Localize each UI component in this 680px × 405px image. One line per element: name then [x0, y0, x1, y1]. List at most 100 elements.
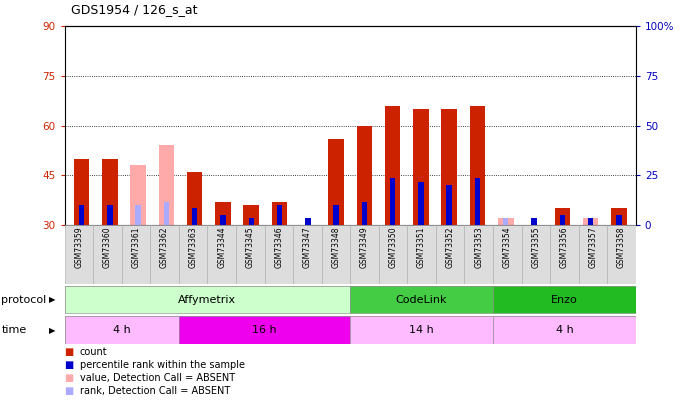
Text: GSM73358: GSM73358 — [617, 226, 626, 268]
Bar — [493, 225, 522, 283]
Bar — [350, 316, 493, 344]
Text: ■: ■ — [65, 373, 74, 383]
Bar — [588, 218, 593, 225]
Bar — [265, 225, 293, 283]
Text: GSM73350: GSM73350 — [388, 226, 398, 268]
Text: ■: ■ — [65, 360, 74, 370]
Bar — [150, 225, 179, 283]
Bar — [102, 159, 118, 225]
Bar — [220, 215, 226, 225]
Text: count: count — [80, 347, 107, 357]
Text: Enzo: Enzo — [551, 295, 578, 305]
Bar — [187, 172, 203, 225]
Text: GSM73349: GSM73349 — [360, 226, 369, 268]
Bar — [248, 218, 254, 225]
Text: 16 h: 16 h — [252, 325, 277, 335]
Text: GSM73355: GSM73355 — [531, 226, 541, 268]
Text: 4 h: 4 h — [113, 325, 131, 335]
Text: ■: ■ — [65, 386, 74, 396]
Text: percentile rank within the sample: percentile rank within the sample — [80, 360, 245, 370]
Text: GSM73345: GSM73345 — [245, 226, 255, 268]
Bar — [179, 316, 350, 344]
Bar — [503, 218, 509, 225]
Bar — [531, 218, 537, 225]
Bar — [350, 286, 493, 313]
Bar — [305, 218, 311, 225]
Text: ■: ■ — [65, 347, 74, 357]
Text: rank, Detection Call = ABSENT: rank, Detection Call = ABSENT — [80, 386, 230, 396]
Bar — [464, 225, 493, 283]
Bar — [158, 145, 174, 225]
Bar — [293, 225, 322, 283]
Text: GSM73351: GSM73351 — [417, 226, 426, 268]
Text: GDS1954 / 126_s_at: GDS1954 / 126_s_at — [71, 3, 198, 16]
Text: GSM73344: GSM73344 — [217, 226, 226, 268]
Text: GSM73357: GSM73357 — [588, 226, 598, 268]
Text: 14 h: 14 h — [409, 325, 434, 335]
Bar — [498, 218, 513, 225]
Bar — [436, 225, 464, 283]
Bar — [328, 139, 344, 225]
Bar — [385, 106, 401, 225]
Bar — [611, 208, 626, 225]
Bar — [107, 205, 113, 225]
Bar — [493, 316, 636, 344]
Bar — [164, 202, 169, 225]
Bar — [475, 179, 480, 225]
Bar — [407, 225, 436, 283]
Bar — [93, 225, 122, 283]
Bar — [379, 225, 407, 283]
Bar — [470, 106, 486, 225]
Bar — [554, 208, 570, 225]
Bar — [583, 218, 598, 225]
Text: GSM73353: GSM73353 — [474, 226, 483, 268]
Bar — [333, 205, 339, 225]
Bar — [236, 225, 265, 283]
Bar — [616, 215, 622, 225]
Bar — [441, 109, 457, 225]
Bar — [531, 218, 537, 225]
Bar — [607, 225, 636, 283]
Bar — [588, 218, 593, 225]
Bar — [135, 205, 141, 225]
Bar — [390, 179, 395, 225]
Bar — [79, 205, 84, 225]
Bar — [243, 205, 259, 225]
Text: GSM73348: GSM73348 — [331, 226, 341, 268]
Text: 4 h: 4 h — [556, 325, 573, 335]
Bar — [522, 225, 550, 283]
Bar — [272, 202, 287, 225]
Bar — [277, 205, 282, 225]
Text: CodeLink: CodeLink — [396, 295, 447, 305]
Bar — [350, 225, 379, 283]
Bar — [122, 225, 150, 283]
Bar — [65, 286, 350, 313]
Text: GSM73360: GSM73360 — [103, 226, 112, 268]
Bar — [192, 208, 197, 225]
Text: time: time — [1, 325, 27, 335]
Bar — [362, 202, 367, 225]
Text: value, Detection Call = ABSENT: value, Detection Call = ABSENT — [80, 373, 235, 383]
Bar — [413, 109, 428, 225]
Text: ▶: ▶ — [49, 295, 56, 304]
Bar — [65, 316, 179, 344]
Bar — [215, 202, 231, 225]
Bar — [579, 225, 607, 283]
Bar — [447, 185, 452, 225]
Text: GSM73346: GSM73346 — [274, 226, 284, 268]
Bar — [74, 159, 89, 225]
Bar — [493, 286, 636, 313]
Text: GSM73347: GSM73347 — [303, 226, 312, 268]
Bar — [554, 218, 570, 225]
Bar — [207, 225, 236, 283]
Text: ▶: ▶ — [49, 326, 56, 335]
Bar — [179, 225, 207, 283]
Text: protocol: protocol — [1, 295, 47, 305]
Text: GSM73362: GSM73362 — [160, 226, 169, 268]
Bar — [550, 225, 579, 283]
Text: Affymetrix: Affymetrix — [178, 295, 237, 305]
Bar — [322, 225, 350, 283]
Text: GSM73356: GSM73356 — [560, 226, 569, 268]
Text: GSM73354: GSM73354 — [503, 226, 512, 268]
Bar — [131, 165, 146, 225]
